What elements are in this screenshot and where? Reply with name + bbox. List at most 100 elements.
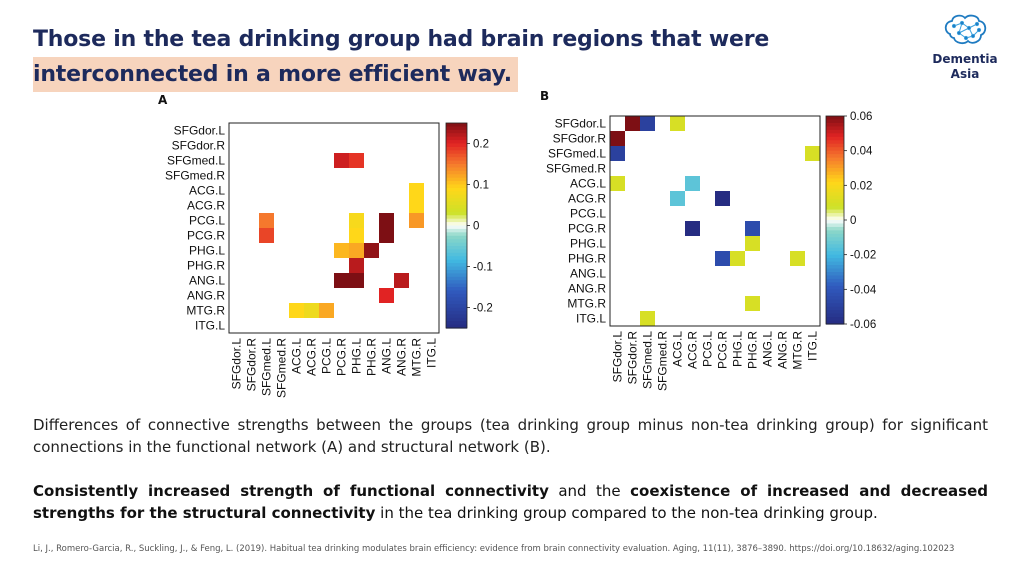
b-colorbar-segment <box>826 299 844 304</box>
b-cell-ACG.L-SFGdor.L <box>610 176 625 191</box>
b-colorbar-segment <box>826 254 844 259</box>
a-colorbar-segment <box>446 211 467 216</box>
b-colorbar-segment <box>826 119 844 124</box>
a-cell-PHG.R-PHG.L <box>349 258 364 273</box>
b-colorbar-segment <box>826 251 844 256</box>
b-cell-SFGdor.L-ACG.L <box>670 116 685 131</box>
b-colorbar-tick-label: 0 <box>850 215 856 227</box>
reference-citation: Li, J., Romero-Garcia, R., Suckling, J.,… <box>33 544 955 554</box>
b-row-label: ANG.L <box>570 267 606 281</box>
b-row-label: SFGdor.L <box>555 117 607 131</box>
summary-text-1: and the <box>548 482 631 500</box>
b-col-label: SFGdor.L <box>611 331 625 383</box>
a-cell-PCG.R-SFGmed.L <box>259 228 274 243</box>
a-colorbar-segment <box>446 263 467 268</box>
b-colorbar-segment <box>826 230 844 235</box>
a-colorbar-segment <box>446 129 467 134</box>
b-cell-SFGdor.L-SFGdor.R <box>625 116 640 131</box>
a-row-label: ANG.L <box>189 274 225 288</box>
b-colorbar-segment <box>826 282 844 287</box>
b-colorbar-segment <box>826 237 844 242</box>
logo-name-line-1: Dementia <box>932 52 998 66</box>
a-colorbar-segment <box>446 317 467 322</box>
a-row-label: MTG.R <box>186 304 225 318</box>
b-colorbar-segment <box>826 174 844 179</box>
a-cell-ANG.R-ANG.L <box>379 288 394 303</box>
a-colorbar-segment <box>446 177 467 182</box>
b-row-label: SFGmed.L <box>548 147 606 161</box>
b-colorbar-segment <box>826 150 844 155</box>
a-row-label: SFGdor.L <box>174 124 226 138</box>
a-colorbar-segment <box>446 290 467 295</box>
figure-caption: Differences of connective strengths betw… <box>33 416 988 456</box>
a-col-label: PCG.L <box>320 338 334 374</box>
a-colorbar-segment <box>446 126 467 131</box>
b-colorbar-segment <box>826 233 844 238</box>
a-colorbar-segment <box>446 266 467 271</box>
a-colorbar-segment <box>446 252 467 257</box>
a-colorbar-segment <box>446 215 467 220</box>
b-colorbar-segment <box>826 213 844 218</box>
a-col-label: ANG.L <box>380 338 394 374</box>
a-colorbar-segment <box>446 194 467 199</box>
a-row-label: ANG.R <box>187 289 225 303</box>
a-col-label: PCG.R <box>335 338 349 376</box>
b-colorbar-segment <box>826 199 844 204</box>
a-colorbar-segment <box>446 174 467 179</box>
b-colorbar-segment <box>826 278 844 283</box>
b-colorbar-segment <box>826 285 844 290</box>
a-colorbar-segment <box>446 321 467 326</box>
b-row-label: SFGmed.R <box>546 162 606 176</box>
b-colorbar-segment <box>826 223 844 228</box>
a-colorbar-tick-label: 0 <box>473 221 479 233</box>
b-col-label: PHG.R <box>746 331 760 369</box>
a-colorbar-segment <box>446 228 467 233</box>
b-colorbar-segment <box>826 126 844 131</box>
b-col-label: ANG.L <box>761 331 775 367</box>
functional-connectivity-matrix: SFGdor.LSFGdor.RSFGmed.LSFGmed.RACG.LACG… <box>165 122 493 398</box>
a-colorbar-segment <box>446 324 467 329</box>
a-colorbar-tick-label: 0.2 <box>473 139 489 151</box>
a-row-label: SFGdor.R <box>172 139 226 153</box>
a-col-label: ANG.R <box>395 338 409 376</box>
panel-a-label: A <box>158 93 168 107</box>
a-cell-PHG.L-PHG.R <box>364 243 379 258</box>
a-cell-PCG.L-MTG.R <box>409 213 424 228</box>
logo-name-line-2: Asia <box>950 67 980 81</box>
a-cell-PCG.L-SFGmed.L <box>259 213 274 228</box>
b-colorbar-segment <box>826 226 844 231</box>
b-cell-ACG.L-ACG.R <box>685 176 700 191</box>
a-colorbar-segment <box>446 307 467 312</box>
b-matrix-frame <box>609 115 821 327</box>
b-colorbar-segment <box>826 216 844 221</box>
b-col-label: SFGmed.R <box>656 331 670 391</box>
a-colorbar-segment <box>446 300 467 305</box>
b-colorbar-segment <box>826 157 844 162</box>
a-colorbar-segment <box>446 181 467 186</box>
a-colorbar-segment <box>446 225 467 230</box>
b-colorbar-segment <box>826 220 844 225</box>
b-cell-PHG.R-PHG.L <box>730 251 745 266</box>
a-cell-ACG.L-MTG.R <box>409 183 424 198</box>
a-colorbar-segment <box>446 239 467 244</box>
b-colorbar-segment <box>826 292 844 297</box>
b-colorbar-segment <box>826 296 844 301</box>
a-colorbar-segment <box>446 276 467 281</box>
a-colorbar-segment <box>446 297 467 302</box>
b-colorbar-segment <box>826 209 844 214</box>
b-col-label: SFGmed.L <box>641 331 655 389</box>
b-col-label: ANG.R <box>776 331 790 369</box>
b-colorbar-segment <box>826 185 844 190</box>
structural-connectivity-matrix: SFGdor.LSFGdor.RSFGmed.LSFGmed.RACG.LACG… <box>546 111 877 391</box>
a-colorbar-tick-label: -0.2 <box>473 303 493 315</box>
a-cell-ACG.R-MTG.R <box>409 198 424 213</box>
b-colorbar-segment <box>826 140 844 145</box>
b-cell-PHG.L-PHG.R <box>745 236 760 251</box>
a-colorbar-segment <box>446 269 467 274</box>
b-colorbar-segment <box>826 268 844 273</box>
a-row-label: ACG.R <box>187 199 225 213</box>
b-colorbar-segment <box>826 161 844 166</box>
b-colorbar-segment <box>826 313 844 318</box>
a-cell-PCG.L-PHG.L <box>349 213 364 228</box>
b-row-label: PCG.L <box>570 207 606 221</box>
